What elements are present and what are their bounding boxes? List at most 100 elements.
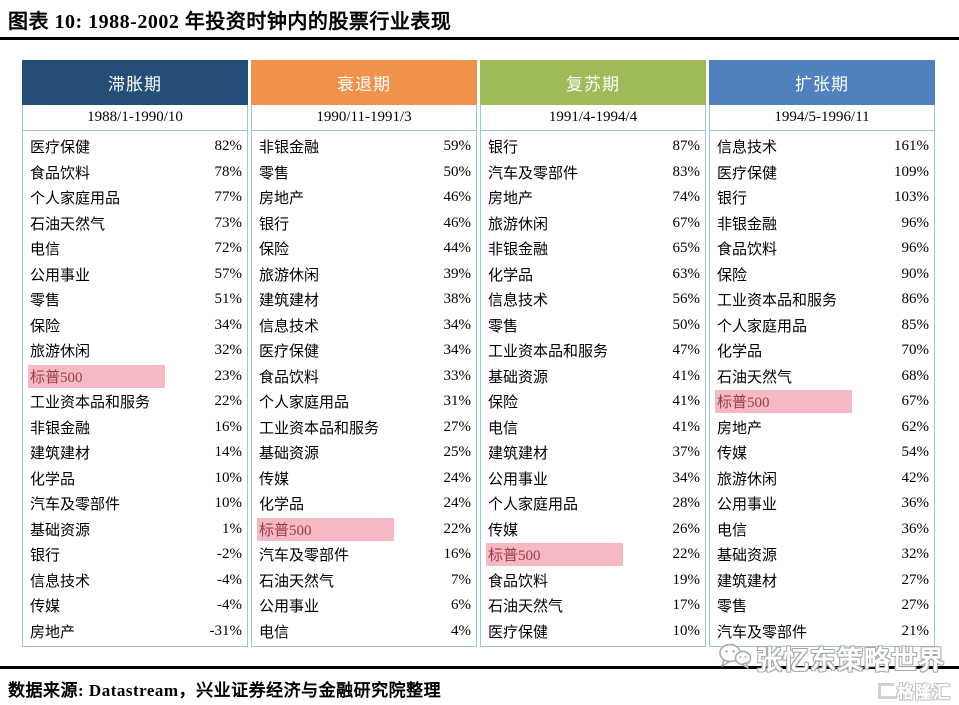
return-value: 31% bbox=[443, 393, 472, 410]
industry-label: 汽车及零部件 bbox=[30, 497, 121, 514]
table-row: 银行 46% bbox=[252, 211, 476, 237]
return-value: 82% bbox=[214, 138, 243, 155]
table-row: 电信 36% bbox=[710, 517, 934, 543]
return-value: 47% bbox=[672, 342, 701, 359]
table-row: 保险 44% bbox=[252, 236, 476, 262]
industry-label: 房地产 bbox=[488, 191, 534, 208]
industry-label: 零售 bbox=[488, 318, 519, 335]
table-row: 标普500 22% bbox=[481, 542, 705, 568]
watermark: 张忆东策略世界 bbox=[718, 640, 945, 677]
return-value: 17% bbox=[672, 597, 701, 614]
return-value: 36% bbox=[901, 520, 930, 537]
return-value: 34% bbox=[672, 469, 701, 486]
return-value: 10% bbox=[672, 622, 701, 639]
industry-label: 电信 bbox=[259, 624, 290, 641]
industry-label: 传媒 bbox=[488, 522, 519, 539]
return-value: 77% bbox=[214, 189, 243, 206]
table-row: 公用事业 6% bbox=[252, 593, 476, 619]
return-value: 103% bbox=[894, 189, 929, 206]
industry-label: 银行 bbox=[30, 548, 61, 565]
table-row: 房地产 46% bbox=[252, 185, 476, 211]
return-value: 41% bbox=[672, 418, 701, 435]
return-value: 1% bbox=[222, 520, 242, 537]
industry-label: 汽车及零部件 bbox=[488, 165, 579, 182]
return-value: 41% bbox=[672, 367, 701, 384]
return-value: -31% bbox=[209, 622, 243, 639]
industry-label: 零售 bbox=[717, 599, 748, 616]
return-value: 6% bbox=[451, 597, 471, 614]
industry-label: 石油天然气 bbox=[30, 216, 106, 233]
table-row: 银行 -2% bbox=[23, 542, 247, 568]
return-value: 24% bbox=[443, 469, 472, 486]
industry-label: 公用事业 bbox=[717, 497, 778, 514]
industry-label: 标普500 bbox=[257, 517, 394, 541]
phase-column-2: 衰退期 1990/11-1991/3 非银金融 59% 零售 50% 房地产 46% 银行 46%… bbox=[251, 60, 477, 647]
table-row: 信息技术 56% bbox=[481, 287, 705, 313]
industry-label: 个人家庭用品 bbox=[30, 191, 121, 208]
table-row: 建筑建材 38% bbox=[252, 287, 476, 313]
table-row: 零售 50% bbox=[252, 160, 476, 186]
industry-label: 个人家庭用品 bbox=[488, 497, 579, 514]
return-value: 59% bbox=[443, 138, 472, 155]
return-value: 46% bbox=[443, 214, 472, 231]
industry-label: 电信 bbox=[488, 420, 519, 437]
return-value: 32% bbox=[901, 546, 930, 563]
column-body: 信息技术 161% 医疗保健 109% 银行 103% 非银金融 96% 食品饮料 96% 保险 90… bbox=[709, 131, 935, 647]
return-value: 36% bbox=[901, 495, 930, 512]
period-label: 1994/5-1996/11 bbox=[709, 105, 935, 131]
table-row: 石油天然气 68% bbox=[710, 364, 934, 390]
industry-label: 旅游休闲 bbox=[259, 267, 320, 284]
return-value: 7% bbox=[451, 571, 471, 588]
industry-label: 基础资源 bbox=[488, 369, 549, 386]
return-value: -4% bbox=[217, 597, 242, 614]
table-row: 零售 27% bbox=[710, 593, 934, 619]
table-row: 公用事业 57% bbox=[23, 262, 247, 288]
return-value: 68% bbox=[901, 367, 930, 384]
industry-label: 基础资源 bbox=[30, 522, 91, 539]
return-value: 70% bbox=[901, 342, 930, 359]
return-value: 27% bbox=[901, 571, 930, 588]
return-value: 65% bbox=[672, 240, 701, 257]
phase-header: 衰退期 bbox=[251, 60, 477, 105]
industry-label: 食品饮料 bbox=[30, 165, 91, 182]
table-row: 工业资本品和服务 86% bbox=[710, 287, 934, 313]
industry-label: 非银金融 bbox=[717, 216, 778, 233]
return-value: 10% bbox=[214, 495, 243, 512]
industry-label: 公用事业 bbox=[488, 471, 549, 488]
industry-label: 保险 bbox=[259, 242, 290, 259]
phase-header: 扩张期 bbox=[709, 60, 935, 105]
phase-column-3: 复苏期 1991/4-1994/4 银行 87% 汽车及零部件 83% 房地产 74% 旅游休闲… bbox=[480, 60, 706, 647]
table-row: 个人家庭用品 31% bbox=[252, 389, 476, 415]
table-row: 公用事业 34% bbox=[481, 466, 705, 492]
table-row: 零售 51% bbox=[23, 287, 247, 313]
industry-label: 银行 bbox=[488, 140, 519, 157]
column-body: 医疗保健 82% 食品饮料 78% 个人家庭用品 77% 石油天然气 73% 电信 72% 公用事业… bbox=[22, 131, 248, 647]
table-row: 旅游休闲 42% bbox=[710, 466, 934, 492]
industry-label: 建筑建材 bbox=[488, 446, 549, 463]
table-row: 非银金融 16% bbox=[23, 415, 247, 441]
table-row: 旅游休闲 39% bbox=[252, 262, 476, 288]
table-row: 非银金融 59% bbox=[252, 134, 476, 160]
industry-label: 石油天然气 bbox=[717, 369, 793, 386]
brand-logo: 格隆汇 bbox=[878, 678, 951, 703]
return-value: 54% bbox=[901, 444, 930, 461]
table-row: 房地产 74% bbox=[481, 185, 705, 211]
industry-label: 个人家庭用品 bbox=[259, 395, 350, 412]
industry-label: 电信 bbox=[717, 522, 748, 539]
table-row: 旅游休闲 67% bbox=[481, 211, 705, 237]
industry-label: 化学品 bbox=[717, 344, 763, 361]
return-value: 10% bbox=[214, 469, 243, 486]
industry-label: 个人家庭用品 bbox=[717, 318, 808, 335]
return-value: 27% bbox=[443, 418, 472, 435]
industry-label: 工业资本品和服务 bbox=[30, 395, 151, 412]
table-row: 化学品 24% bbox=[252, 491, 476, 517]
return-value: 86% bbox=[901, 291, 930, 308]
industry-label: 医疗保健 bbox=[717, 165, 778, 182]
return-value: 21% bbox=[901, 622, 930, 639]
return-value: 34% bbox=[443, 316, 472, 333]
industry-label: 保险 bbox=[717, 267, 748, 284]
table-row: 医疗保健 82% bbox=[23, 134, 247, 160]
industry-label: 非银金融 bbox=[488, 242, 549, 259]
industry-label: 公用事业 bbox=[30, 267, 91, 284]
industry-label: 银行 bbox=[717, 191, 748, 208]
